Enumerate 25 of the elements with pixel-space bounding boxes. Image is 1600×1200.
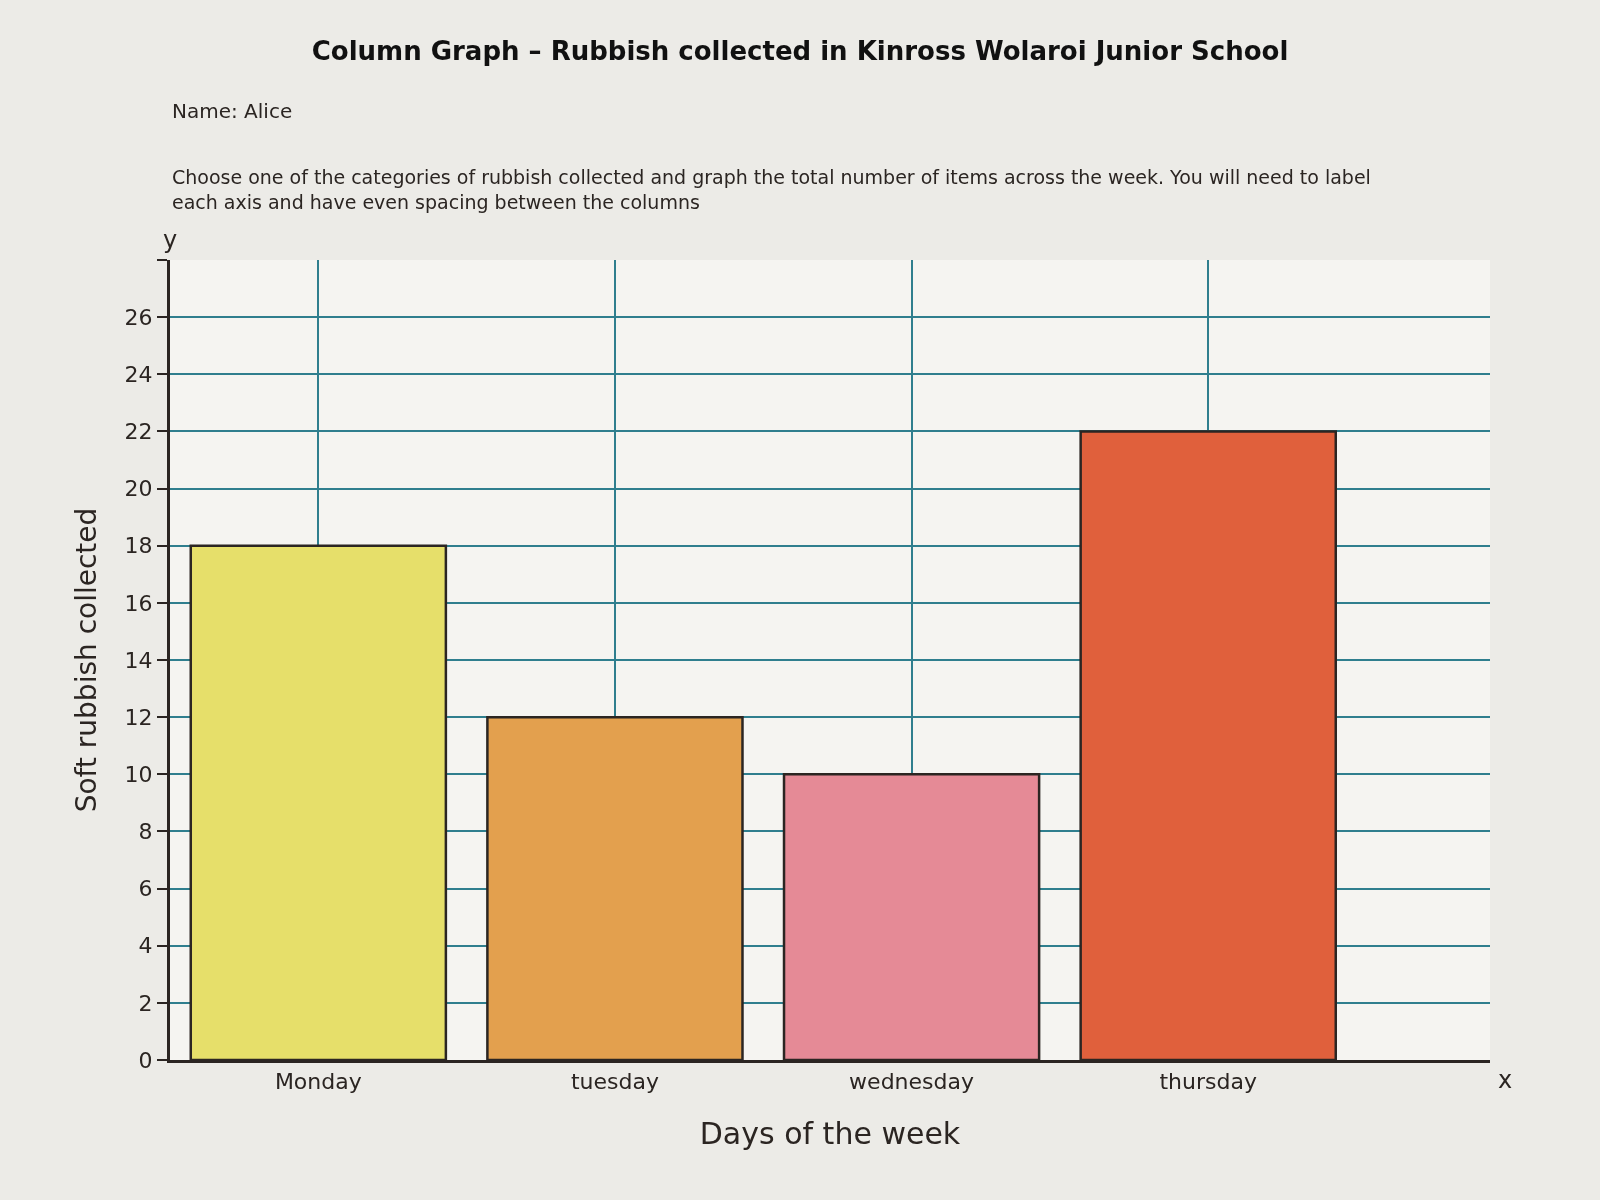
text: Name: Alice	[172, 99, 293, 123]
y-tick-label: 10	[124, 761, 153, 787]
y-tick-label: 0	[138, 1047, 153, 1073]
y-tick-label: 26	[124, 304, 153, 330]
y-tick-label: 8	[138, 819, 153, 845]
y-tick-label: 16	[124, 590, 153, 616]
x-tick-label: thursday	[1159, 1069, 1257, 1095]
y-tick-label: 14	[124, 647, 153, 673]
x-tick-label: tuesday	[570, 1069, 659, 1095]
y-tick-label: 4	[138, 933, 153, 959]
y-tick-label: 2	[138, 990, 153, 1016]
y-tick-label: 12	[124, 704, 153, 730]
y-tick-label: 6	[138, 876, 153, 902]
x-tick-label: wednesday	[849, 1069, 975, 1095]
y-tick-label: 22	[124, 419, 153, 445]
x-axis-title: Days of the week	[699, 1115, 961, 1151]
y-tick-label: 18	[124, 533, 153, 559]
text: y	[163, 226, 178, 254]
x-tick-label: Monday	[274, 1069, 362, 1095]
y-axis-title: Soft rubbish collected	[70, 507, 104, 813]
text: Choose one of the categories of rubbish collected and graph the total number of items across the week. You will need to label each axis and have even spacing between the columns	[172, 166, 1371, 213]
y-tick-label: 24	[124, 361, 153, 387]
chart-title: Column Graph – Rubbish collected in Kinross Wolaroi Junior School	[311, 36, 1289, 67]
y-tick-label: 20	[124, 476, 153, 502]
text: x	[1498, 1066, 1513, 1094]
